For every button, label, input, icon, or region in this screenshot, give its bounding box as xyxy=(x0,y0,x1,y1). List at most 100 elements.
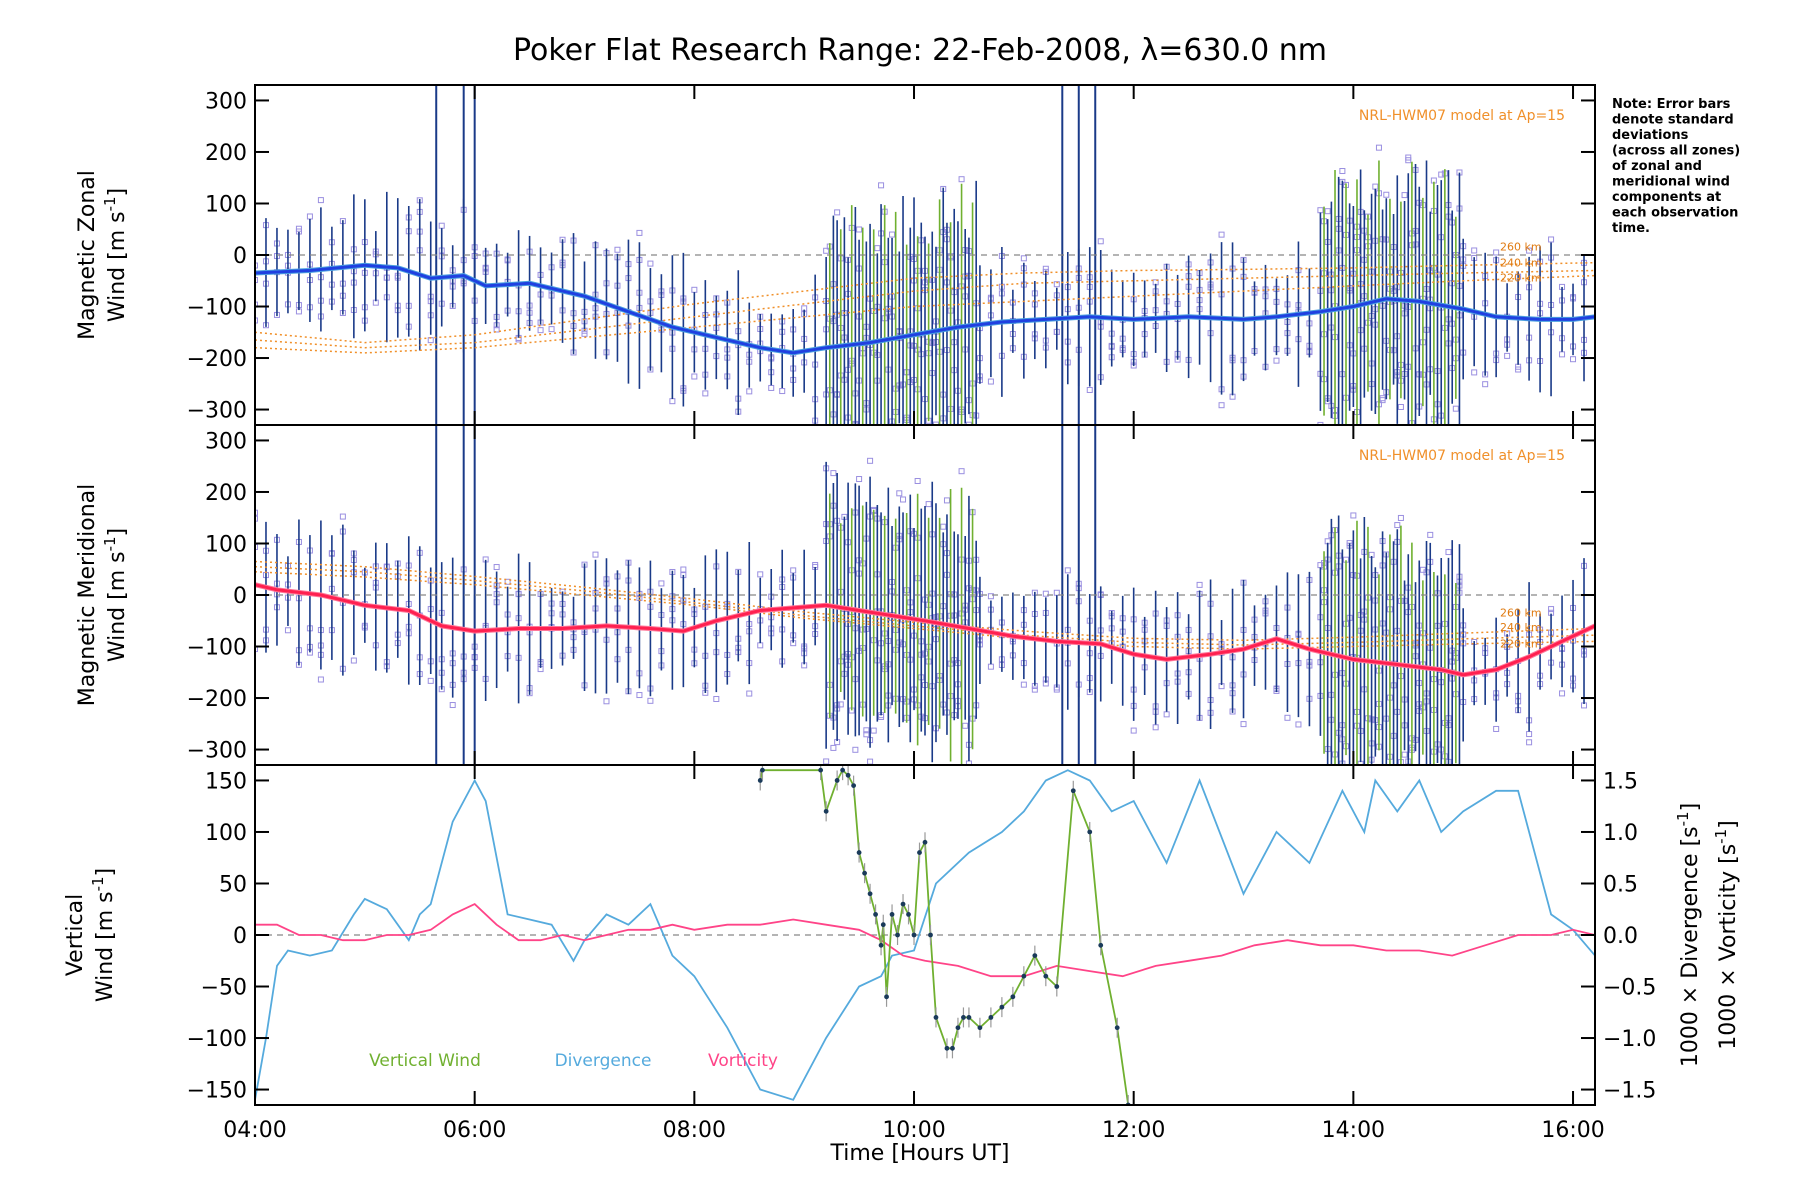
x-tick-label: 16:00 xyxy=(1541,1118,1604,1143)
scatter-point xyxy=(867,457,874,464)
zonal-ytick-label: −200 xyxy=(187,347,247,372)
scatter-point xyxy=(955,446,960,451)
scatter-point xyxy=(1365,788,1370,793)
vertical-ytick-label: 100 xyxy=(205,821,247,846)
scatter-point xyxy=(1375,144,1382,151)
x-tick-label: 06:00 xyxy=(443,1118,506,1143)
zonal-ytick-label: 0 xyxy=(233,244,247,269)
scatter-point xyxy=(860,432,865,437)
scatter-point xyxy=(255,277,258,284)
scatter-point xyxy=(958,468,965,475)
zonal-model-label: NRL-HWM07 model at Ap=15 xyxy=(1359,108,1565,124)
vertical-ytick-label: −150 xyxy=(187,1079,247,1104)
scatter-point xyxy=(713,696,720,703)
meridional-ylabel-line2: Wind [m s-1] xyxy=(101,528,130,662)
scatter-point xyxy=(874,245,881,252)
scatter-point xyxy=(1471,369,1478,376)
scatter-point xyxy=(1380,767,1385,772)
scatter-point xyxy=(838,445,843,450)
scatter-point xyxy=(1394,522,1401,529)
scatter-point xyxy=(878,182,885,189)
scatter-point xyxy=(863,727,870,734)
scatter-point xyxy=(893,445,898,450)
scatter-point xyxy=(1427,531,1434,538)
x-tick-label: 08:00 xyxy=(663,1118,726,1143)
scatter-point xyxy=(962,722,969,729)
vertical-wind-point xyxy=(944,1045,950,1051)
vertical-ytick-right-label: 0.5 xyxy=(1603,872,1638,897)
scatter-point xyxy=(974,484,979,489)
scatter-point xyxy=(438,222,445,229)
scatter-point xyxy=(1218,402,1225,409)
vertical-wind-point xyxy=(867,891,873,897)
vertical-wind-point xyxy=(834,778,840,783)
scatter-point xyxy=(680,566,687,573)
scatter-point xyxy=(1163,711,1170,718)
meridional-wind-panel: −300 −200 −100 0 100 200 300 NRL-HWM07 model at… xyxy=(75,424,1596,793)
scatter-point xyxy=(779,388,786,395)
x-tick-label: 14:00 xyxy=(1322,1118,1385,1143)
vertical-wind-point xyxy=(966,1015,972,1020)
scatter-point xyxy=(757,642,764,649)
vertical-ytick-right-label: 0.0 xyxy=(1603,924,1638,949)
scatter-point xyxy=(669,398,676,405)
meridional-mean-line xyxy=(255,583,1595,677)
scatter-point xyxy=(614,246,621,253)
scatter-point xyxy=(636,229,643,236)
scatter-point xyxy=(812,561,819,568)
meridional-ytick-label: −300 xyxy=(187,739,247,764)
scatter-point xyxy=(1397,403,1404,410)
scatter-point xyxy=(1218,231,1225,238)
vertical-wind-point xyxy=(1043,973,1049,979)
legend-entry: Vertical Wind xyxy=(369,1051,481,1071)
scatter-point xyxy=(871,468,876,473)
scatter-point xyxy=(1548,236,1555,243)
scatter-point xyxy=(1097,238,1104,245)
scatter-point xyxy=(592,551,599,558)
vertical-wind-point xyxy=(878,942,884,948)
scatter-point xyxy=(255,544,258,551)
scatter-point xyxy=(1324,208,1331,215)
scatter-point xyxy=(1317,207,1324,214)
meridional-ytick-label: 0 xyxy=(233,584,247,609)
scatter-point xyxy=(306,213,313,220)
zonal-ylabel-group: Magnetic Zonal Wind [m s-1] xyxy=(75,170,130,340)
scatter-point xyxy=(1482,381,1489,388)
scatter-point xyxy=(970,462,975,467)
scatter-point xyxy=(1435,767,1440,772)
x-tick-label: 04:00 xyxy=(223,1118,286,1143)
vertical-ytick-right-label: −0.5 xyxy=(1603,976,1656,1001)
scatter-point xyxy=(900,496,907,503)
scatter-point xyxy=(548,326,555,333)
scatter-point xyxy=(255,646,258,653)
scatter-point xyxy=(1020,681,1027,688)
vertical-wind-point xyxy=(895,932,900,938)
vertical-ytick-label: 50 xyxy=(219,872,247,897)
vertical-ytick-label: −100 xyxy=(187,1027,247,1052)
vertical-ylabel-group: Vertical Wind [m s-1] xyxy=(63,868,118,1002)
scatter-point xyxy=(970,459,975,464)
scatter-point xyxy=(823,247,830,254)
scatter-point xyxy=(856,476,863,483)
vertical-wind-point xyxy=(1010,994,1016,1000)
scatter-point xyxy=(702,390,709,397)
vertical-wind-point xyxy=(911,932,917,938)
scatter-point xyxy=(886,439,891,444)
note-line: components at xyxy=(1612,190,1721,205)
legend-entry: Divergence xyxy=(555,1051,652,1071)
zonal-ylabel-line1: Magnetic Zonal xyxy=(75,170,100,340)
vertical-ytick-right-label: 1.5 xyxy=(1603,769,1638,794)
scatter-point xyxy=(896,490,903,497)
scatter-point xyxy=(1339,168,1346,175)
scatter-point xyxy=(1273,357,1280,364)
meridional-model-label: NRL-HWM07 model at Ap=15 xyxy=(1359,448,1565,464)
scatter-point xyxy=(870,727,877,734)
vertical-ytick-label: 150 xyxy=(205,769,247,794)
vertical-wind-point xyxy=(840,767,846,773)
vertical-wind-point xyxy=(988,1015,994,1020)
meridional-altitude-label: 240 km xyxy=(1500,621,1542,634)
vertical-wind-line xyxy=(759,768,1130,1105)
vertical-ytick-label: 0 xyxy=(233,924,247,949)
scatter-point xyxy=(636,692,643,699)
vertical-wind-point xyxy=(862,870,867,876)
